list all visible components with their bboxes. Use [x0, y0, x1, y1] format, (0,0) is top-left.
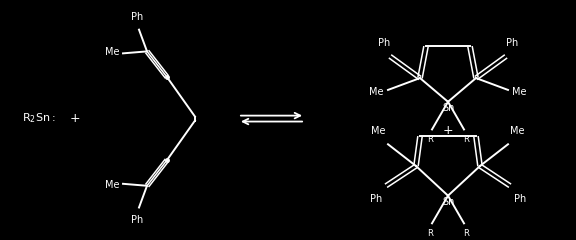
Text: Sn: Sn	[443, 197, 455, 207]
Text: R: R	[427, 229, 433, 238]
Text: Ph: Ph	[514, 194, 526, 204]
Text: R: R	[427, 135, 433, 144]
Text: Me: Me	[369, 87, 384, 97]
Text: $\mathregular{R_2Sn:}$: $\mathregular{R_2Sn:}$	[22, 112, 56, 126]
Text: Ph: Ph	[131, 12, 143, 22]
Text: +: +	[443, 124, 453, 137]
Text: Ph: Ph	[506, 38, 518, 48]
Text: Sn: Sn	[443, 103, 455, 113]
Text: R: R	[463, 229, 469, 238]
Text: Me: Me	[512, 87, 526, 97]
Text: Me: Me	[105, 47, 120, 57]
Text: R: R	[463, 135, 469, 144]
Text: Ph: Ph	[131, 216, 143, 225]
Text: Ph: Ph	[378, 38, 390, 48]
Text: +: +	[70, 112, 80, 125]
Text: Me: Me	[372, 126, 386, 136]
Text: Me: Me	[510, 126, 525, 136]
Text: Me: Me	[105, 180, 120, 190]
Text: Ph: Ph	[370, 194, 382, 204]
